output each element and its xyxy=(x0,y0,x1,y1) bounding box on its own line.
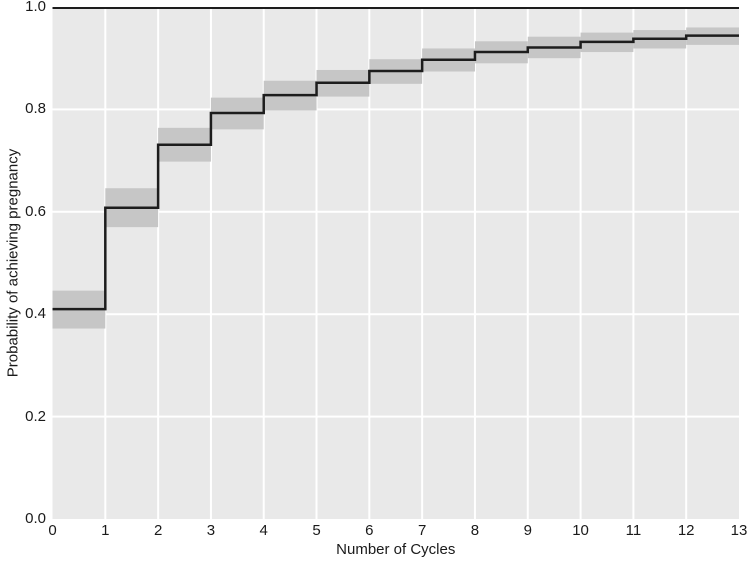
x-axis-title: Number of Cycles xyxy=(336,541,456,558)
plot-background xyxy=(52,7,739,519)
x-tick-label: 9 xyxy=(523,522,532,539)
x-tick-label: 5 xyxy=(312,522,321,539)
x-tick-label: 1 xyxy=(101,522,110,539)
y-tick-label: 0.6 xyxy=(25,202,46,220)
x-tick-label: 0 xyxy=(48,522,57,539)
x-tick-label: 12 xyxy=(677,522,695,539)
x-tick-label: 6 xyxy=(365,522,374,539)
x-tick-label: 4 xyxy=(259,522,268,539)
x-tick-label: 11 xyxy=(625,522,642,539)
y-axis-title: Probability of achieving pregnancy xyxy=(4,148,22,378)
y-tick-label: 0.8 xyxy=(25,100,46,118)
x-tick-label: 13 xyxy=(730,522,748,539)
x-tick-label: 10 xyxy=(572,522,589,539)
y-tick-label: 0.2 xyxy=(25,407,46,425)
x-tick-label: 2 xyxy=(153,522,163,539)
x-tick-label: 7 xyxy=(417,522,427,539)
x-tick-label: 8 xyxy=(470,522,480,539)
x-tick-label: 3 xyxy=(206,522,216,539)
cumulative-probability-step-line xyxy=(52,34,739,311)
y-tick-label: 0.4 xyxy=(25,305,46,323)
y-tick-label: 1.0 xyxy=(25,0,46,15)
y-tick-label: 0.0 xyxy=(25,510,46,527)
